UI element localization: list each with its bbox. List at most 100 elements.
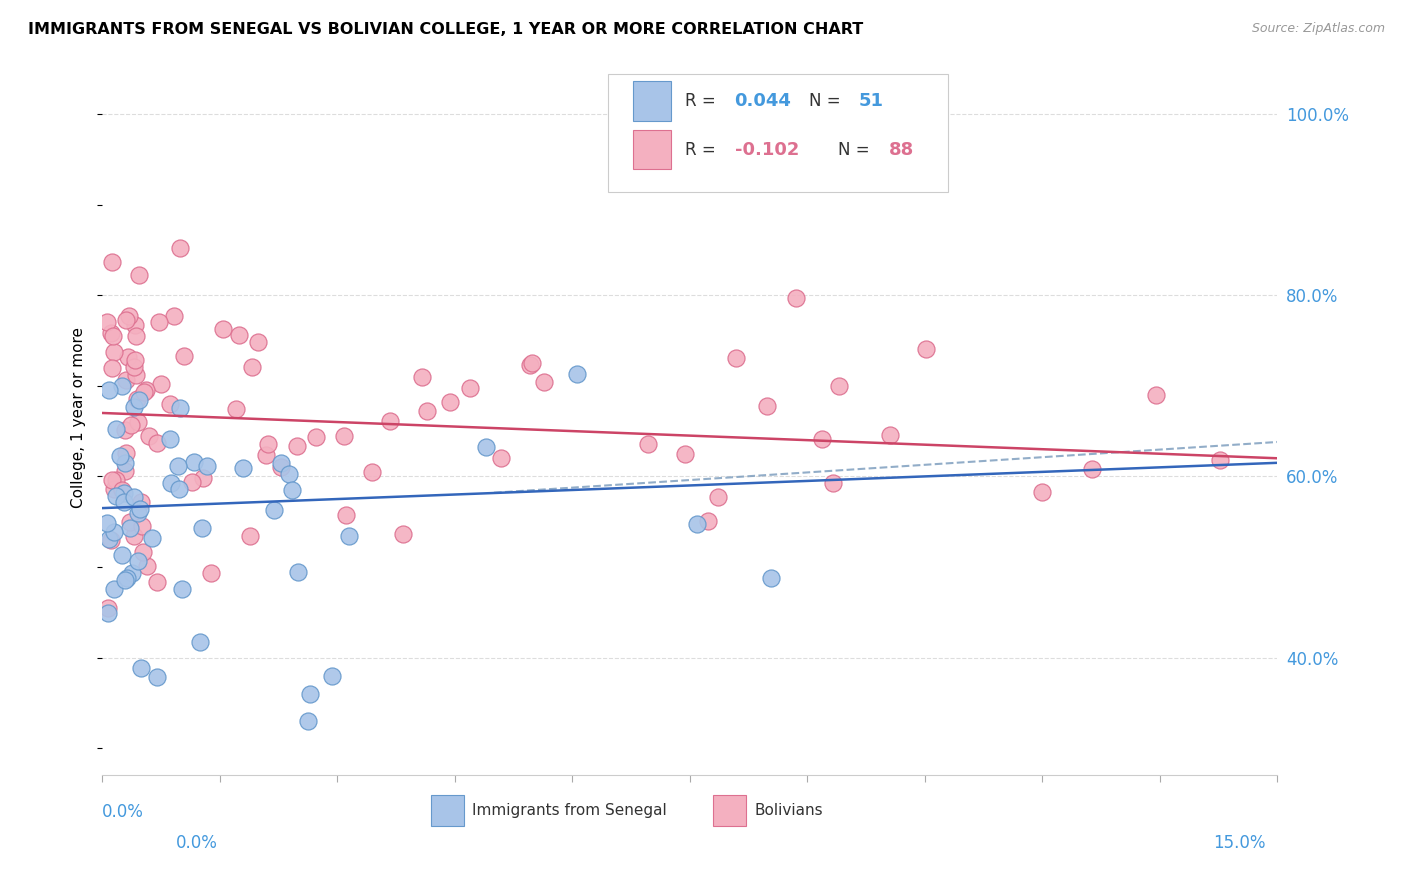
Point xyxy=(337,529,360,543)
Point xyxy=(112,495,135,509)
Point xyxy=(232,460,254,475)
Point xyxy=(128,502,150,516)
Point xyxy=(117,571,139,585)
Point xyxy=(263,503,285,517)
Point xyxy=(167,458,190,473)
Point xyxy=(257,437,280,451)
Point xyxy=(97,601,120,615)
Point xyxy=(122,359,145,374)
Point xyxy=(118,515,141,529)
Point xyxy=(254,449,277,463)
Point xyxy=(169,401,191,415)
Point xyxy=(112,486,135,500)
Point xyxy=(378,414,401,428)
Point xyxy=(114,456,136,470)
Point xyxy=(97,532,120,546)
Point xyxy=(567,367,589,381)
Point xyxy=(411,370,433,384)
Text: R =: R = xyxy=(685,141,721,159)
Point xyxy=(103,582,125,596)
FancyBboxPatch shape xyxy=(607,74,949,192)
Text: Source: ZipAtlas.com: Source: ZipAtlas.com xyxy=(1251,22,1385,36)
Point xyxy=(103,344,125,359)
Point xyxy=(121,417,143,432)
Point xyxy=(756,399,779,413)
Point xyxy=(108,449,131,463)
Point xyxy=(115,373,138,387)
Point xyxy=(759,571,782,585)
Point xyxy=(122,529,145,543)
Point xyxy=(96,516,118,531)
Point xyxy=(128,268,150,282)
Point xyxy=(159,476,181,491)
Point xyxy=(101,254,124,268)
Text: -0.102: -0.102 xyxy=(734,141,799,159)
Point xyxy=(125,392,148,406)
Point xyxy=(321,669,343,683)
Point xyxy=(697,514,720,528)
Point xyxy=(200,566,222,580)
Point xyxy=(163,310,186,324)
Point xyxy=(270,459,292,474)
Point xyxy=(225,401,247,416)
Point xyxy=(361,465,384,479)
Point xyxy=(104,473,127,487)
Point xyxy=(101,328,124,343)
Point xyxy=(475,440,498,454)
Point xyxy=(96,316,118,330)
Point xyxy=(785,291,807,305)
Text: Bolivians: Bolivians xyxy=(755,803,823,818)
Point xyxy=(111,483,134,498)
Point xyxy=(127,506,149,520)
Point xyxy=(195,458,218,473)
Point xyxy=(277,467,299,481)
Point xyxy=(114,446,136,460)
Point xyxy=(114,573,136,587)
Point xyxy=(173,350,195,364)
Point xyxy=(114,313,136,327)
Point xyxy=(191,471,214,485)
Point xyxy=(707,490,730,504)
Point xyxy=(673,447,696,461)
Point xyxy=(101,360,124,375)
Text: 88: 88 xyxy=(889,141,914,159)
Point xyxy=(100,326,122,341)
Point xyxy=(1081,462,1104,476)
Point xyxy=(686,517,709,532)
Point xyxy=(114,423,136,437)
Point xyxy=(141,532,163,546)
Point xyxy=(391,527,413,541)
Point xyxy=(105,422,128,436)
Point xyxy=(725,351,748,365)
Point xyxy=(118,309,141,323)
Point xyxy=(522,356,544,370)
Bar xyxy=(634,130,671,169)
Point xyxy=(124,491,146,505)
Point xyxy=(131,519,153,533)
Point xyxy=(180,475,202,490)
Point xyxy=(305,430,328,444)
Point xyxy=(828,378,851,392)
Point xyxy=(127,415,149,429)
Point xyxy=(103,524,125,539)
Text: 0.0%: 0.0% xyxy=(176,834,218,852)
Point xyxy=(114,464,136,478)
Point xyxy=(287,566,309,580)
Point xyxy=(519,358,541,372)
Bar xyxy=(634,81,671,120)
Bar xyxy=(432,796,464,825)
Point xyxy=(131,545,153,559)
Point xyxy=(103,482,125,496)
Point xyxy=(121,566,143,580)
Point xyxy=(335,508,357,522)
Point xyxy=(124,353,146,368)
Point xyxy=(183,455,205,469)
Point xyxy=(285,439,308,453)
Point xyxy=(101,473,124,487)
Point xyxy=(148,315,170,329)
Point xyxy=(146,436,169,450)
Y-axis label: College, 1 year or more: College, 1 year or more xyxy=(72,327,86,508)
Point xyxy=(281,483,304,497)
Point xyxy=(149,376,172,391)
Point xyxy=(915,342,938,356)
